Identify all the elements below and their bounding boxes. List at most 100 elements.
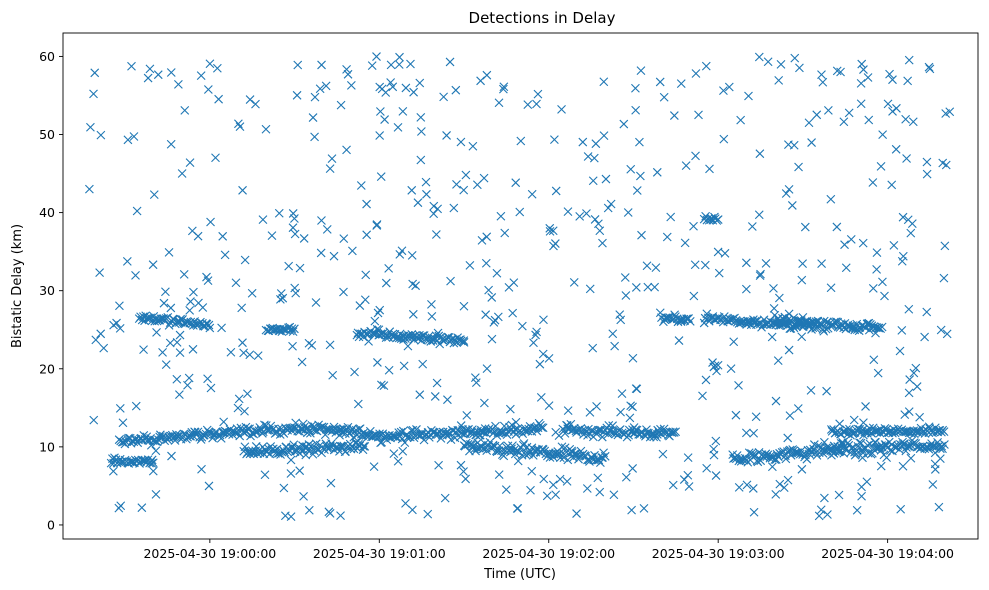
data-point: [238, 338, 247, 348]
data-point: [143, 73, 153, 83]
data-point: [507, 420, 517, 430]
data-point: [183, 380, 192, 390]
data-point: [484, 285, 494, 295]
data-point: [288, 327, 298, 337]
data-point: [819, 437, 829, 447]
data-point: [376, 380, 386, 390]
data-point: [174, 390, 184, 400]
data-point: [456, 460, 466, 470]
data-point: [659, 424, 669, 434]
data-point: [906, 228, 916, 238]
data-point: [593, 473, 603, 483]
data-point: [245, 424, 255, 434]
data-point: [702, 463, 712, 473]
data-point: [909, 368, 919, 378]
data-point: [907, 219, 917, 229]
data-point: [408, 332, 418, 342]
data-point: [781, 189, 791, 198]
data-point: [572, 509, 581, 518]
data-point: [370, 316, 380, 326]
data-point: [590, 215, 600, 224]
data-point: [463, 439, 473, 449]
data-point: [494, 427, 504, 437]
data-point: [362, 230, 372, 240]
data-point: [245, 95, 255, 104]
data-point: [938, 444, 947, 454]
data-point: [789, 140, 799, 150]
data-point: [771, 490, 781, 499]
data-point: [585, 284, 595, 294]
data-point: [595, 487, 605, 497]
data-point: [804, 118, 814, 128]
data-point: [925, 64, 935, 74]
data-point: [508, 308, 518, 318]
data-point: [539, 474, 549, 484]
data-point: [151, 489, 161, 499]
data-point: [818, 77, 828, 87]
data-point: [906, 453, 916, 463]
data-point: [862, 477, 872, 487]
data-point: [179, 269, 189, 279]
data-point: [789, 313, 799, 323]
data-point: [397, 246, 407, 256]
data-point: [346, 80, 356, 90]
data-point: [729, 337, 739, 347]
data-point: [499, 84, 508, 94]
data-point: [408, 505, 417, 515]
data-point: [408, 279, 418, 289]
x-tick-label: 2025-04-30 19:00:00: [143, 546, 276, 561]
data-point: [373, 358, 382, 367]
data-point: [941, 160, 951, 170]
data-point: [149, 190, 159, 200]
data-point: [820, 493, 829, 503]
data-point: [671, 427, 681, 437]
data-point: [373, 308, 383, 318]
data-point: [846, 234, 856, 244]
data-point: [476, 427, 486, 436]
data-point: [152, 327, 161, 337]
data-point: [431, 230, 441, 239]
data-point: [798, 259, 807, 269]
data-point: [380, 115, 389, 124]
data-point: [412, 425, 421, 434]
data-point: [86, 122, 95, 132]
data-point: [583, 152, 593, 161]
data-point: [99, 343, 109, 353]
data-point: [682, 314, 691, 324]
data-point: [304, 338, 314, 348]
data-point: [767, 332, 777, 342]
data-point: [551, 186, 561, 196]
data-point: [626, 401, 636, 411]
data-point: [659, 92, 669, 102]
data-point: [433, 204, 443, 214]
data-point: [863, 319, 872, 328]
data-point: [691, 151, 700, 161]
data-point: [489, 317, 499, 327]
data-point: [836, 67, 845, 77]
data-point: [114, 503, 124, 513]
data-point: [137, 503, 147, 513]
data-point: [290, 214, 299, 223]
data-point: [494, 98, 504, 108]
data-point: [724, 82, 734, 92]
data-point: [538, 349, 548, 359]
data-point: [112, 318, 121, 328]
data-point: [476, 76, 485, 86]
data-point: [557, 105, 566, 114]
data-point: [763, 57, 773, 67]
x-tick-label: 2025-04-30 19:01:00: [313, 546, 446, 561]
data-point: [513, 503, 523, 513]
data-point: [785, 411, 795, 421]
data-point: [591, 455, 601, 465]
data-point: [939, 427, 949, 437]
data-point: [545, 223, 555, 233]
data-point: [219, 417, 229, 427]
data-point: [161, 287, 170, 297]
data-point: [683, 453, 693, 463]
data-point: [720, 248, 730, 258]
data-point: [530, 445, 540, 455]
data-point: [839, 117, 849, 127]
data-point: [774, 293, 784, 303]
data-point: [795, 63, 804, 73]
data-point: [529, 338, 538, 348]
